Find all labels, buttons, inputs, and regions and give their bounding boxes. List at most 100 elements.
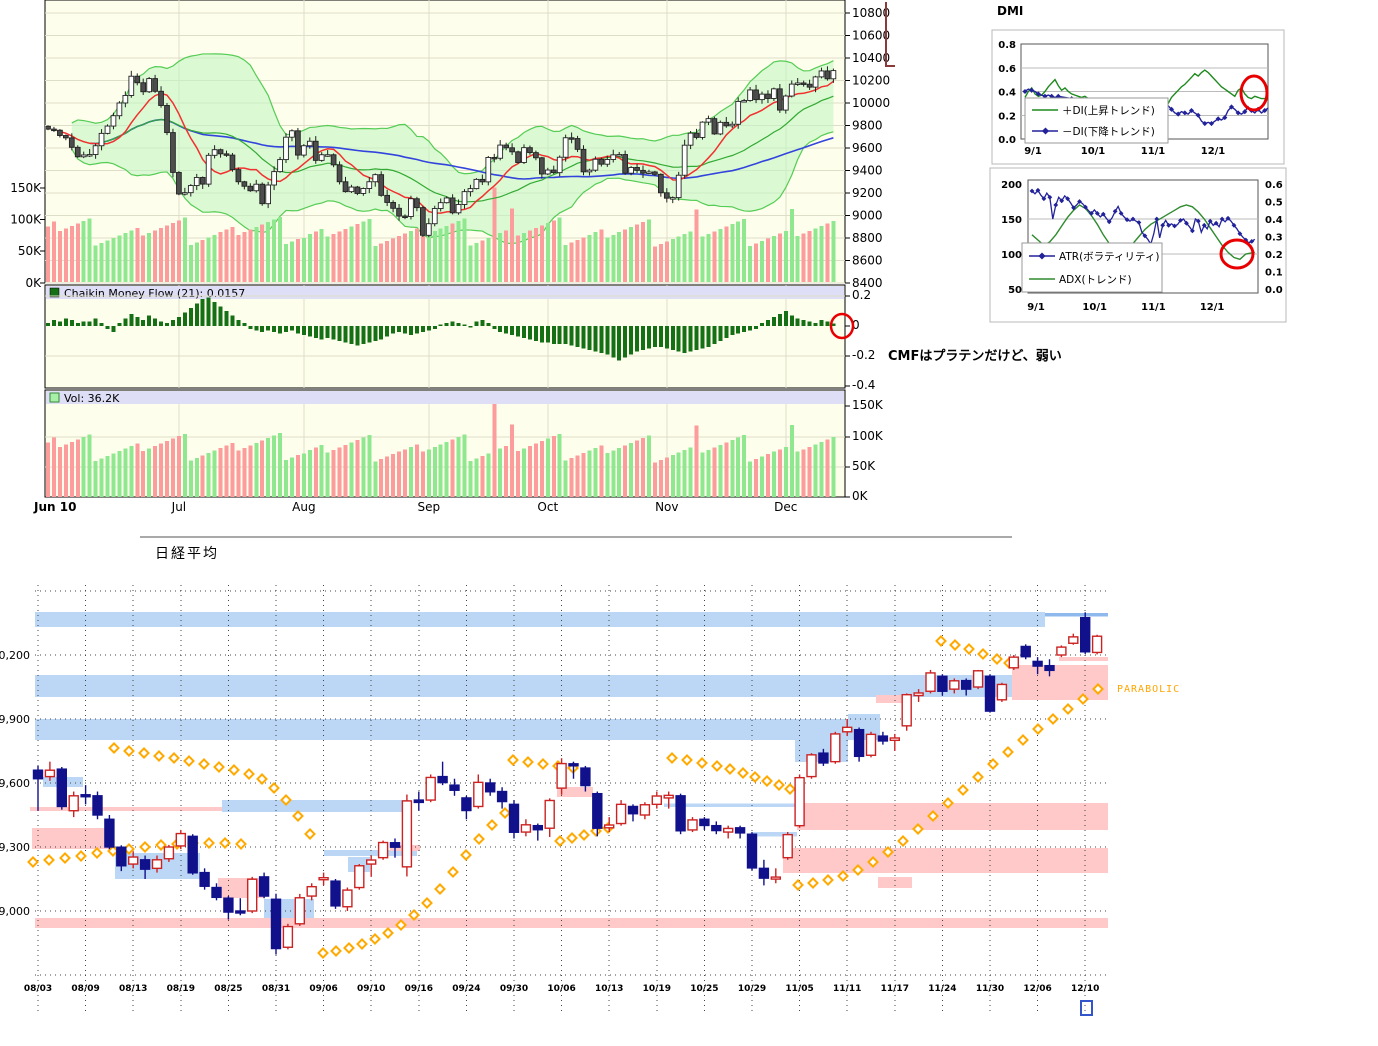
price-axis-label: 10800 [852,6,890,20]
atr-y-right-label: 0.0 [1265,285,1283,296]
dmi-chart-title: DMI [997,4,1024,18]
nikkei-daily-chart[interactable]: Chaikin Money Flow (21): 0.0157 Vol: 36.2… [0,0,900,525]
price-axis-label: 9200 [852,186,883,200]
vol-axis-label: 50K [852,459,876,473]
support-resistance-bands [30,611,1108,929]
atr-y-right-label: 0.3 [1265,233,1283,244]
nikkei-daily-chart-canvas: Chaikin Money Flow (21): 0.0157 Vol: 36.2… [10,0,895,514]
dmi-atr-canvas: 0.8 0.6 0.4 0.2 0.0 9/1 10/1 11/1 12/1 ＋DI(上昇トレンド… [989,29,1287,323]
vol-header-label: Vol: 36.2K [64,392,120,405]
nikkei-x-label: 11/30 [976,984,1004,994]
atr-y-right-label: 0.2 [1265,250,1283,261]
nikkei-x-label: 09/06 [309,984,337,994]
dmi-x-label: 11/1 [1141,146,1166,157]
price-axis-label: 9600 [852,141,883,155]
indicator-charts-panel[interactable]: DMI 0.8 0.6 0.4 0.2 0.0 9/1 10/1 11/1 12/1 ＋DI(上昇… [980,0,1378,340]
nikkei-x-label: 11/05 [785,984,813,994]
nikkei-x-label: 12/10 [1071,984,1099,994]
nikkei-y-label: 9,600 [0,777,30,790]
price-axis-label: 9800 [852,119,883,133]
parabolic-label: PARABOLIC [1117,684,1181,695]
nikkei-chart-title: 日経平均 [155,546,219,562]
nikkei-x-label: 10/25 [690,984,718,994]
dmi-y-label: 0.2 [998,111,1016,122]
dmi-y-label: 0.6 [998,64,1016,75]
dmi-x-label: 12/1 [1201,146,1226,157]
vol-panel-header [46,391,844,404]
atr-y-right-label: 0.4 [1265,215,1283,226]
price-axis-label: 9000 [852,209,883,223]
atr-line [1031,189,1256,246]
cmf-legend-swatch-icon [49,287,60,298]
vol-axis-label: 100K [852,429,884,443]
vol-axis-label: 150K [852,398,884,412]
cmf-axis-label: -0.2 [852,348,875,362]
vol-legend-swatch-icon [49,392,60,403]
nikkei-x-label: 08/25 [214,984,242,994]
section-divider [140,536,1012,538]
dmi-y-label: 0.8 [998,40,1016,51]
atr-y-right-label: 0.1 [1265,268,1283,279]
atr-legend-atr-label: ATR(ボラティリティ) [1059,251,1160,263]
unknown-character-box [1080,1000,1093,1016]
nikkei-x-label: 09/30 [500,984,528,994]
bracket-mark [885,2,895,67]
time-axis-label: Jul [171,500,186,514]
nikkei-y-label: 9,000 [0,905,30,918]
cmf-annotation: CMFはプラテンだけど、弱い [888,349,1062,364]
nikkei-x-label: 09/24 [452,984,480,994]
dmi-y-label: 0.4 [998,88,1016,99]
atr-y-left-label: 200 [1001,180,1022,191]
nikkei-y-label: 9,300 [0,841,30,854]
nikkei-swing-chart[interactable]: 0,200 9,900 9,600 9,300 9,000 08/03 08/09 08/13… [0,31,1378,1042]
nikkei-x-label: 10/19 [643,984,671,994]
price-axis-label: 8600 [852,254,883,268]
atr-y-left-label: 100 [1001,250,1022,261]
cmf-highlight-circle [829,312,855,340]
nikkei-x-label: 08/19 [167,984,195,994]
nikkei-x-label: 08/31 [262,984,290,994]
volume-axis-label: 50K [18,244,42,258]
volume-axis-label: 150K [10,181,42,195]
nikkei-candles [32,612,1103,955]
time-axis-label: Jun 10 [33,500,76,514]
atr-y-left-label: 50 [1008,285,1022,296]
cmf-bars [46,297,836,361]
atr-x-label: 12/1 [1200,302,1225,313]
atr-x-label: 11/1 [1141,302,1166,313]
nikkei-x-label: 09/10 [357,984,385,994]
parabolic-sar-dots [27,635,1104,959]
price-axis-label: 8400 [852,276,883,290]
atr-legend-adx-label: ADX(トレンド) [1059,274,1132,286]
dmi-legend-plus-label: ＋DI(上昇トレンド) [1062,105,1155,117]
atr-x-label: 9/1 [1027,302,1045,313]
atr-y-right-label: 0.5 [1265,198,1283,209]
nikkei-y-label: 9,900 [0,713,30,726]
dmi-y-label: 0.0 [998,135,1016,146]
cmf-axis-label: 0 [852,318,860,332]
dmi-x-label: 10/1 [1081,146,1106,157]
volume-axis-label: 100K [10,213,42,227]
atr-highlight-circle [1219,238,1255,270]
nikkei-x-label: 11/17 [881,984,909,994]
dmi-legend-minus-label: －DI(下降トレンド) [1062,125,1155,138]
cmf-header-label: Chaikin Money Flow (21): 0.0157 [64,287,245,300]
top-chart-axes: 10800 10600 10400 10200 10000 9800 9600 9400 920… [10,6,890,514]
nikkei-y-label: 0,200 [0,649,30,662]
atr-x-label: 10/1 [1082,302,1107,313]
nikkei-x-label: 08/13 [119,984,147,994]
vol-axis-label: 0K [852,489,869,503]
time-axis-label: Nov [655,500,678,514]
time-axis-label: Sep [417,500,440,514]
dmi-highlight-circle [1239,74,1269,112]
nikkei-x-label: 10/13 [595,984,623,994]
atr-legend-box [1021,242,1163,293]
nikkei-x-label: 12/06 [1023,984,1051,994]
nikkei-x-label: 08/09 [71,984,99,994]
price-axis-label: 9400 [852,164,883,178]
time-axis-label: Aug [292,500,315,514]
nikkei-x-label: 11/11 [833,984,861,994]
nikkei-x-label: 10/06 [547,984,575,994]
volume-overlay [46,187,836,282]
time-axis-label: Dec [774,500,797,514]
